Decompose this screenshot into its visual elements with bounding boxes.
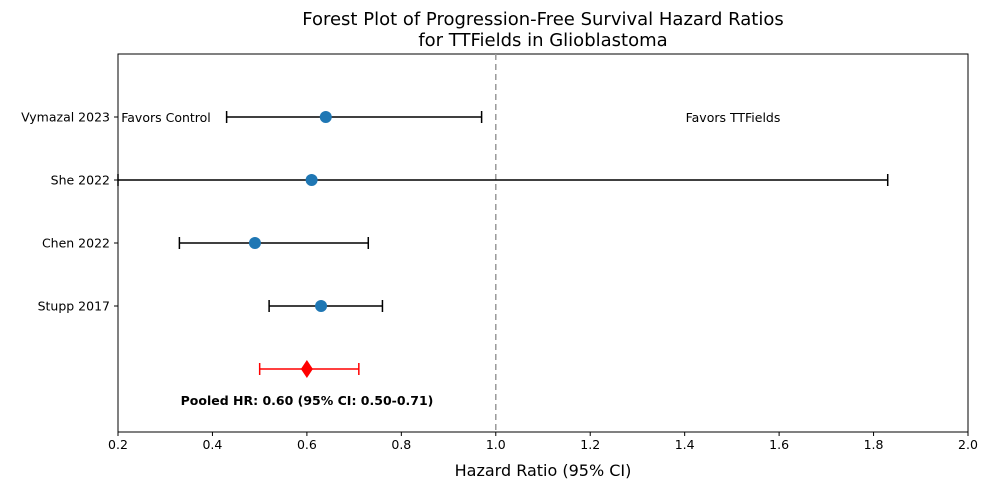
pooled-hr-label: Pooled HR: 0.60 (95% CI: 0.50-0.71) bbox=[181, 393, 434, 408]
x-tick-label: 2.0 bbox=[958, 437, 978, 452]
study-row bbox=[268, 300, 384, 312]
pooled-estimate bbox=[258, 360, 360, 378]
study-row bbox=[178, 237, 370, 249]
favors-control-label: Favors Control bbox=[121, 110, 211, 125]
hr-point bbox=[248, 237, 261, 249]
hr-point bbox=[315, 300, 328, 312]
x-axis: 0.2 0.4 0.6 0.8 1.0 1.2 1.4 1.6 1.8 2.0 bbox=[108, 432, 978, 452]
study-rows bbox=[117, 111, 889, 312]
x-tick-label: 0.8 bbox=[391, 437, 411, 452]
y-tick-label: Vymazal 2023 bbox=[21, 110, 110, 125]
x-axis-label: Hazard Ratio (95% CI) bbox=[455, 461, 632, 480]
x-tick-label: 0.6 bbox=[297, 437, 317, 452]
chart-title: Forest Plot of Progression-Free Survival… bbox=[302, 9, 784, 51]
y-tick-label: She 2022 bbox=[51, 173, 110, 188]
hr-point bbox=[305, 174, 318, 186]
y-axis: Vymazal 2023 She 2022 Chen 2022 Stupp 2017 bbox=[21, 110, 118, 314]
hr-point bbox=[319, 111, 332, 123]
x-tick-label: 1.6 bbox=[769, 437, 789, 452]
x-tick-label: 1.0 bbox=[486, 437, 506, 452]
x-tick-label: 1.8 bbox=[864, 437, 884, 452]
x-tick-label: 0.4 bbox=[202, 437, 222, 452]
favors-ttfields-label: Favors TTFields bbox=[686, 110, 781, 125]
study-row bbox=[117, 174, 889, 186]
y-tick-label: Stupp 2017 bbox=[38, 299, 110, 314]
x-tick-label: 1.2 bbox=[580, 437, 600, 452]
study-row bbox=[225, 111, 483, 123]
x-tick-label: 1.4 bbox=[675, 437, 695, 452]
x-tick-label: 0.2 bbox=[108, 437, 128, 452]
chart-title-line: for TTFields in Glioblastoma bbox=[418, 30, 667, 51]
chart-title-line: Forest Plot of Progression-Free Survival… bbox=[302, 9, 784, 30]
y-tick-label: Chen 2022 bbox=[42, 236, 110, 251]
pooled-diamond bbox=[300, 360, 313, 378]
